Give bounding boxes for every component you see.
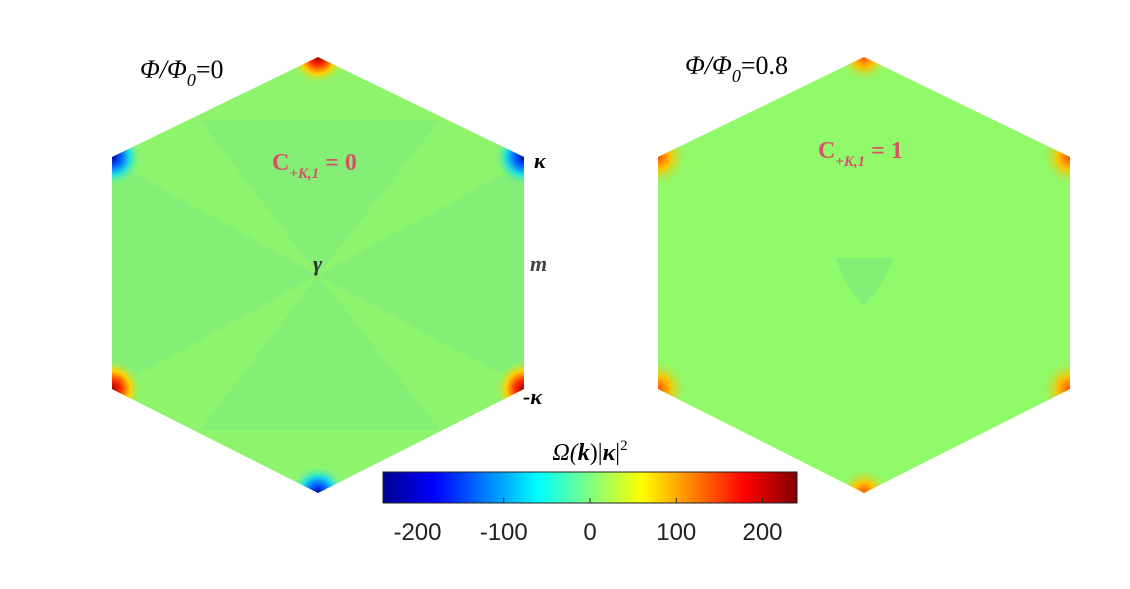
point-label: m <box>530 251 547 276</box>
chern-number: C+K,1 = 0 <box>272 150 357 182</box>
colorbar-axis: -200 -100 0 100 200 <box>393 498 783 546</box>
panel-title: Φ/Φ0=0.8 <box>685 51 788 86</box>
point-label: γ <box>313 251 323 276</box>
tick-label: -200 <box>393 519 441 546</box>
tick-label: 200 <box>742 519 782 546</box>
panel-title: Φ/Φ0=0 <box>140 55 223 90</box>
tick-label: -100 <box>480 519 528 546</box>
chern-number: C+K,1 = 1 <box>818 138 903 170</box>
panel-map <box>658 57 1070 493</box>
tick-label: 0 <box>583 519 596 546</box>
colorbar-label: Ω(k)|κ|2 <box>552 438 627 466</box>
point-label: -κ <box>523 384 543 409</box>
colorbar <box>382 471 798 504</box>
tick-label: 100 <box>656 519 696 546</box>
point-label: κ <box>534 148 547 173</box>
